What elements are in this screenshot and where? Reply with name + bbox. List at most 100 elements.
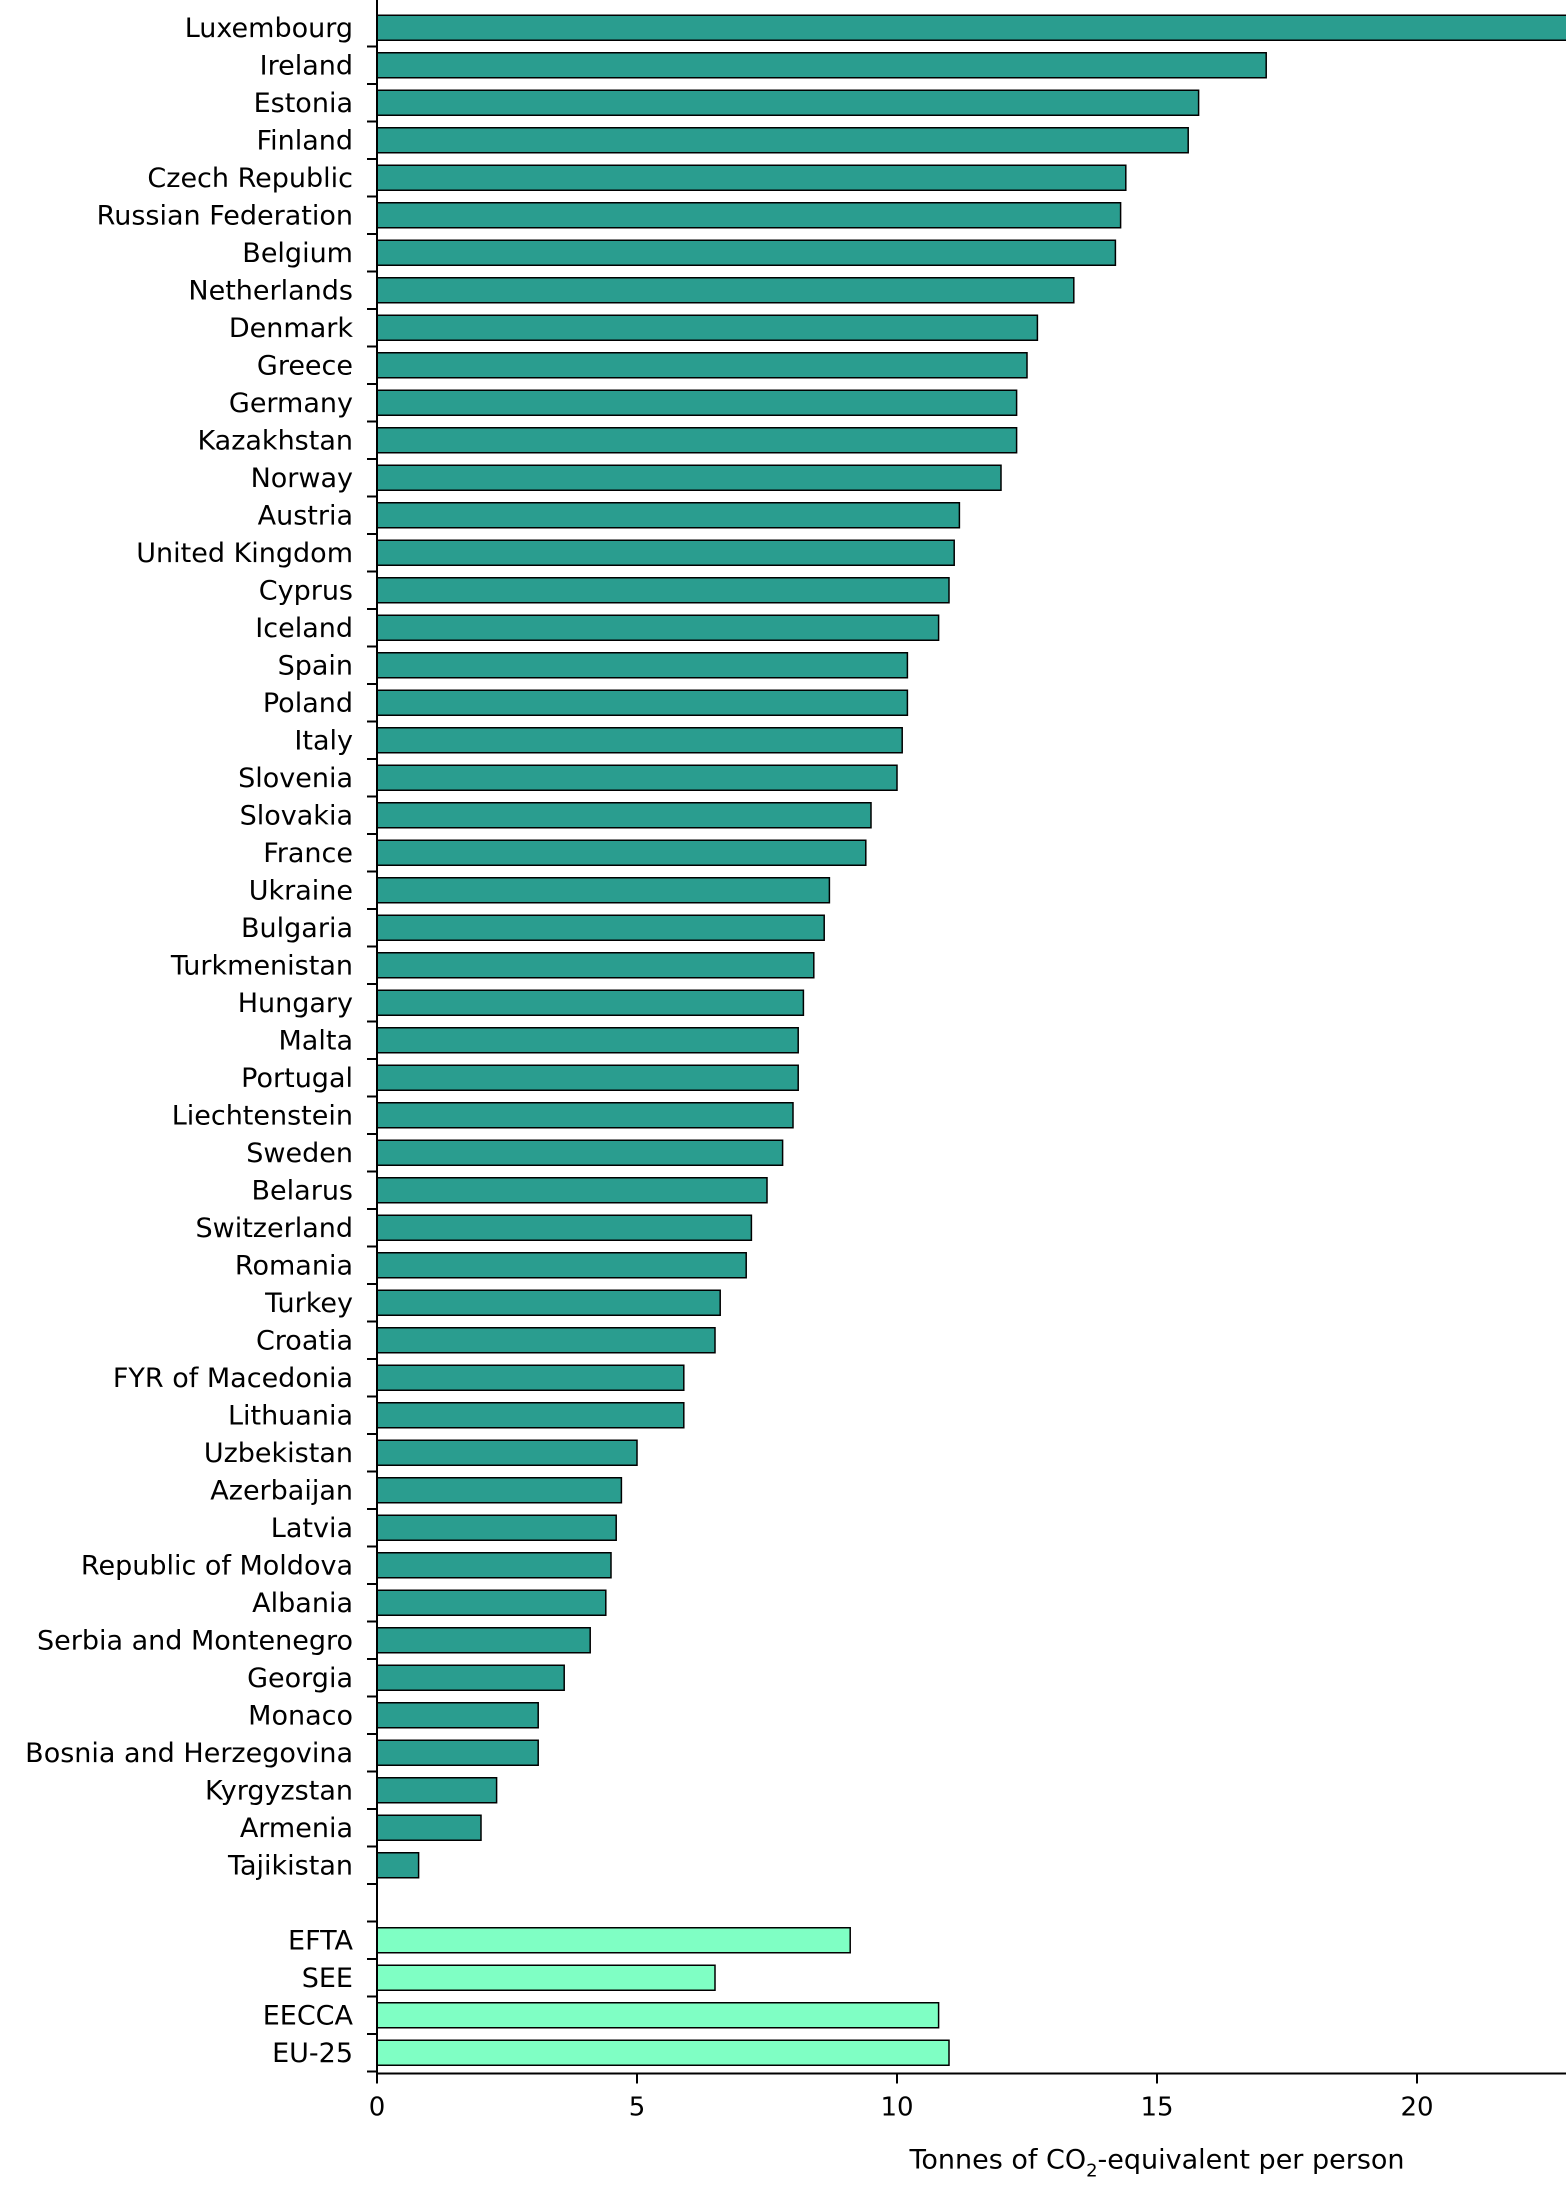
category-label: Finland	[257, 125, 353, 156]
country-bar	[376, 1214, 753, 1241]
category-label: SEE	[302, 1963, 353, 1994]
category-label: Italy	[294, 725, 353, 756]
country-bar	[376, 877, 831, 904]
country-bar	[376, 89, 1200, 116]
category-label: Luxembourg	[185, 13, 353, 44]
category-label: Belarus	[252, 1175, 353, 1206]
category-label: Estonia	[254, 88, 353, 119]
x-tick-label: 0	[369, 2093, 386, 2123]
country-bar	[376, 1139, 784, 1166]
country-bar	[376, 1552, 612, 1579]
category-label: France	[263, 838, 353, 869]
category-label: Cyprus	[259, 575, 353, 606]
country-bar	[376, 539, 955, 566]
country-bar	[376, 202, 1122, 229]
country-bar	[376, 1739, 539, 1766]
category-label: Iceland	[255, 613, 353, 644]
category-label: Russian Federation	[97, 200, 353, 231]
category-label: Armenia	[240, 1813, 353, 1844]
x-tick-label: 10	[880, 2093, 913, 2123]
category-label: Germany	[229, 388, 353, 419]
y-ticks	[367, 45, 377, 2073]
category-label: Portugal	[241, 1063, 353, 1094]
country-bar	[376, 914, 825, 941]
category-label: Greece	[257, 350, 353, 381]
country-bar	[376, 689, 909, 716]
x-ticks: 051015202530	[369, 2073, 1434, 2123]
country-bar	[376, 1702, 539, 1729]
category-label: Kyrgyzstan	[205, 1775, 353, 1806]
category-label: Malta	[279, 1025, 353, 1056]
category-labels: Luxembourg Ireland Estonia Finland Czech Rep…	[25, 13, 353, 2069]
country-bar	[376, 1402, 685, 1429]
aggregate-bar	[376, 1964, 716, 1991]
country-bar	[376, 389, 1018, 416]
country-bar	[376, 1589, 607, 1616]
bars	[376, 14, 1566, 2066]
category-label: Turkey	[264, 1288, 353, 1319]
country-bar	[376, 352, 1028, 379]
category-label: Romania	[235, 1250, 353, 1281]
country-bar	[376, 989, 805, 1016]
category-label: Ukraine	[249, 875, 353, 906]
category-label: Slovakia	[240, 800, 353, 831]
category-label: Sweden	[246, 1138, 353, 1169]
category-label: EECCA	[263, 2000, 354, 2031]
category-label: Azerbaijan	[210, 1475, 353, 1506]
category-label: Croatia	[256, 1325, 353, 1356]
country-bar	[376, 464, 1002, 491]
category-label: Slovenia	[238, 763, 353, 794]
category-label: FYR of Macedonia	[113, 1363, 353, 1394]
category-label: EFTA	[288, 1925, 354, 1956]
category-label: Bosnia and Herzegovina	[25, 1738, 353, 1769]
category-label: Albania	[252, 1588, 353, 1619]
category-label: Latvia	[271, 1513, 353, 1544]
category-label: EU-25	[272, 2038, 353, 2069]
country-bar	[376, 727, 903, 754]
category-label: Norway	[251, 463, 353, 494]
x-tick-label: 20	[1400, 2093, 1433, 2123]
aggregate-bar	[376, 1927, 851, 1954]
country-bar	[376, 1664, 565, 1691]
country-bar	[376, 1514, 617, 1541]
category-label: Belgium	[242, 238, 353, 269]
country-bar	[376, 1814, 482, 1841]
category-label: Hungary	[238, 988, 353, 1019]
country-bar	[376, 652, 909, 679]
country-bar	[376, 14, 1566, 41]
category-label: Bulgaria	[241, 913, 353, 944]
category-label: Ireland	[260, 50, 353, 81]
aggregate-bar	[376, 2002, 940, 2029]
category-label: Denmark	[229, 313, 353, 344]
x-axis-title-part1: Tonnes of CO	[908, 2145, 1086, 2176]
category-label: United Kingdom	[136, 538, 353, 569]
x-axis-title-part2: -equivalent per person	[1098, 2145, 1405, 2176]
category-label: Kazakhstan	[197, 425, 353, 456]
country-bar	[376, 1852, 420, 1879]
category-label: Netherlands	[188, 275, 353, 306]
category-label: Switzerland	[196, 1213, 354, 1244]
country-bar	[376, 1102, 794, 1129]
category-label: Republic of Moldova	[81, 1550, 353, 1581]
country-bar	[376, 427, 1018, 454]
country-bar	[376, 1027, 799, 1054]
country-bar	[376, 314, 1039, 341]
category-label: Liechtenstein	[172, 1100, 353, 1131]
category-label: Poland	[263, 688, 353, 719]
x-tick-label: 15	[1140, 2093, 1173, 2123]
country-bar	[376, 764, 898, 791]
aggregate-bar	[376, 2039, 950, 2066]
category-label: Georgia	[247, 1663, 353, 1694]
category-label: Monaco	[248, 1700, 353, 1731]
category-label: Czech Republic	[147, 163, 353, 194]
country-bar	[376, 52, 1267, 79]
category-label: Austria	[258, 500, 353, 531]
country-bar	[376, 164, 1127, 191]
country-bar	[376, 1777, 498, 1804]
country-bar	[376, 1064, 799, 1091]
country-bar	[376, 1627, 591, 1654]
country-bar	[376, 952, 815, 979]
x-tick-label: 5	[629, 2093, 646, 2123]
country-bar	[376, 1177, 768, 1204]
